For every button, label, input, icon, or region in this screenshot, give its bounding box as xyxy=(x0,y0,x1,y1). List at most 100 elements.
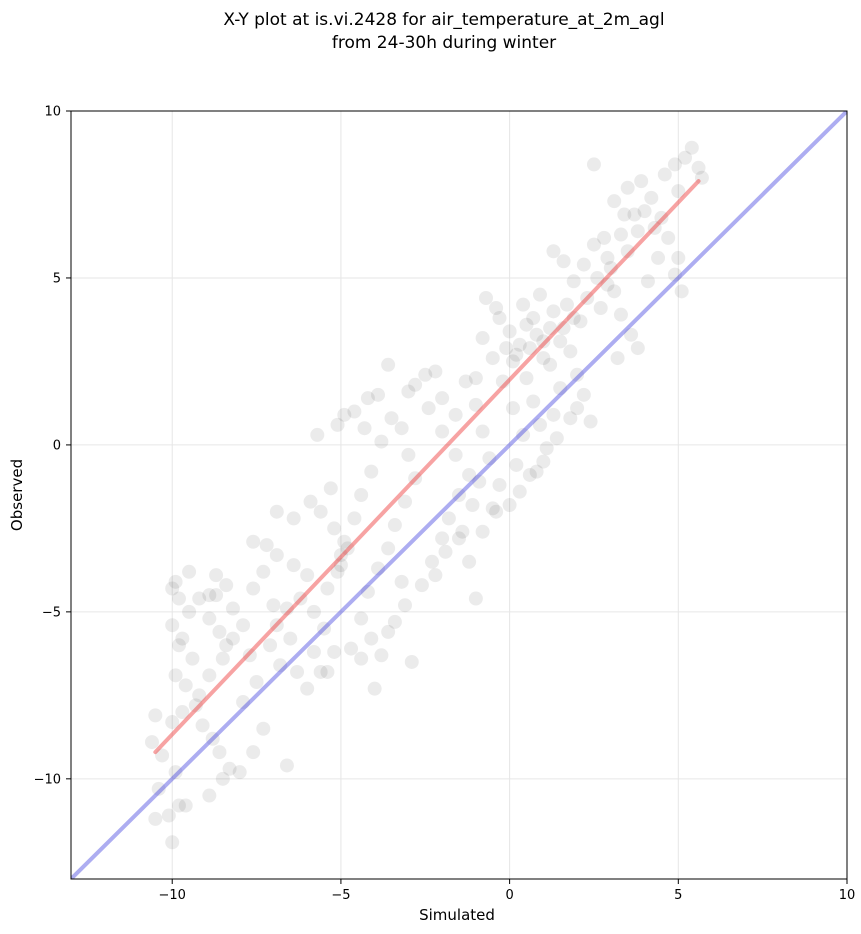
scatter-point xyxy=(364,464,379,479)
scatter-point xyxy=(435,424,450,439)
scatter-point xyxy=(182,564,197,579)
scatter-point xyxy=(212,624,227,639)
scatter-point xyxy=(192,688,207,703)
scatter-point xyxy=(279,601,294,616)
scatter-point xyxy=(590,270,605,285)
scatter-point xyxy=(333,558,348,573)
scatter-point xyxy=(317,621,332,636)
scatter-point xyxy=(195,718,210,733)
scatter-point xyxy=(340,541,355,556)
scatter-point xyxy=(620,180,635,195)
scatter-point xyxy=(222,761,237,776)
scatter-point xyxy=(249,674,264,689)
scatter-point xyxy=(161,808,176,823)
scatter-point xyxy=(428,568,443,583)
scatter-point xyxy=(387,614,402,629)
scatter-point xyxy=(472,474,487,489)
x-tick-label: 10 xyxy=(839,888,856,903)
scatter-point xyxy=(374,648,389,663)
scatter-point xyxy=(667,267,682,282)
scatter-point xyxy=(313,664,328,679)
reference-lines xyxy=(71,111,847,879)
scatter-point xyxy=(168,668,183,683)
y-tick-label: 0 xyxy=(53,438,61,453)
y-tick-label: 10 xyxy=(44,105,61,120)
scatter-point xyxy=(306,644,321,659)
scatter-point xyxy=(225,631,240,646)
scatter-point xyxy=(171,638,186,653)
scatter-point xyxy=(323,481,338,496)
scatter-point xyxy=(549,431,564,446)
scatter-point xyxy=(620,244,635,259)
scatter-point xyxy=(371,561,386,576)
scatter-point xyxy=(300,568,315,583)
scatter-point xyxy=(526,311,541,326)
scatter-point xyxy=(691,160,706,175)
scatter-point xyxy=(320,581,335,596)
scatter-point xyxy=(492,311,507,326)
scatter-point xyxy=(360,584,375,599)
scatter-point xyxy=(522,341,537,356)
scatter-point xyxy=(225,601,240,616)
scatter-point xyxy=(566,311,581,326)
scatter-points xyxy=(144,140,709,850)
scatter-point xyxy=(505,354,520,369)
scatter-point xyxy=(279,758,294,773)
scatter-point xyxy=(330,564,345,579)
scatter-point xyxy=(563,411,578,426)
scatter-point xyxy=(448,407,463,422)
scatter-point xyxy=(215,771,230,786)
chart-title-line-1: X-Y plot at is.vi.2428 for air_temperatu… xyxy=(223,10,664,30)
scatter-point xyxy=(630,224,645,239)
scatter-point xyxy=(148,811,163,826)
y-tick-label: −5 xyxy=(42,605,61,620)
scatter-point xyxy=(205,731,220,746)
scatter-point xyxy=(573,314,588,329)
scatter-point xyxy=(610,351,625,366)
scatter-point xyxy=(286,511,301,526)
scatter-point xyxy=(236,695,251,710)
scatter-point xyxy=(347,404,362,419)
scatter-point xyxy=(576,257,591,272)
scatter-point xyxy=(593,301,608,316)
scatter-point xyxy=(381,624,396,639)
scatter-point xyxy=(182,604,197,619)
scatter-point xyxy=(192,591,207,606)
scatter-point xyxy=(580,290,595,305)
scatter-point xyxy=(435,391,450,406)
scatter-point xyxy=(613,307,628,322)
scatter-point xyxy=(202,668,217,683)
scatter-point xyxy=(354,488,369,502)
scatter-point xyxy=(583,414,598,429)
scatter-point xyxy=(539,441,554,456)
scatter-point xyxy=(313,504,328,519)
scatter-point xyxy=(532,287,547,302)
scatter-point xyxy=(246,745,261,760)
scatter-point xyxy=(438,544,453,559)
fit-line xyxy=(153,179,701,755)
scatter-point xyxy=(333,548,348,563)
y-axis-label: Observed xyxy=(8,459,26,531)
scatter-point xyxy=(546,407,561,422)
scatter-point xyxy=(505,401,520,416)
scatter-point xyxy=(613,227,628,242)
scatter-point xyxy=(570,367,585,382)
scatter-point xyxy=(259,538,274,553)
scatter-point xyxy=(489,504,504,519)
scatter-point xyxy=(185,651,200,666)
scatter-point xyxy=(529,464,544,479)
scatter-point xyxy=(600,250,615,265)
scatter-point xyxy=(475,331,490,346)
scatter-point xyxy=(482,451,497,466)
x-tick-label: −10 xyxy=(158,888,185,903)
scatter-point xyxy=(475,524,490,539)
scatter-point xyxy=(293,591,308,606)
scatter-point xyxy=(367,681,382,696)
scatter-point xyxy=(586,157,601,172)
scatter-point xyxy=(381,357,396,372)
scatter-point xyxy=(624,327,639,342)
scatter-point xyxy=(168,765,183,780)
scatter-point xyxy=(310,427,325,442)
scatter-point xyxy=(509,457,524,472)
